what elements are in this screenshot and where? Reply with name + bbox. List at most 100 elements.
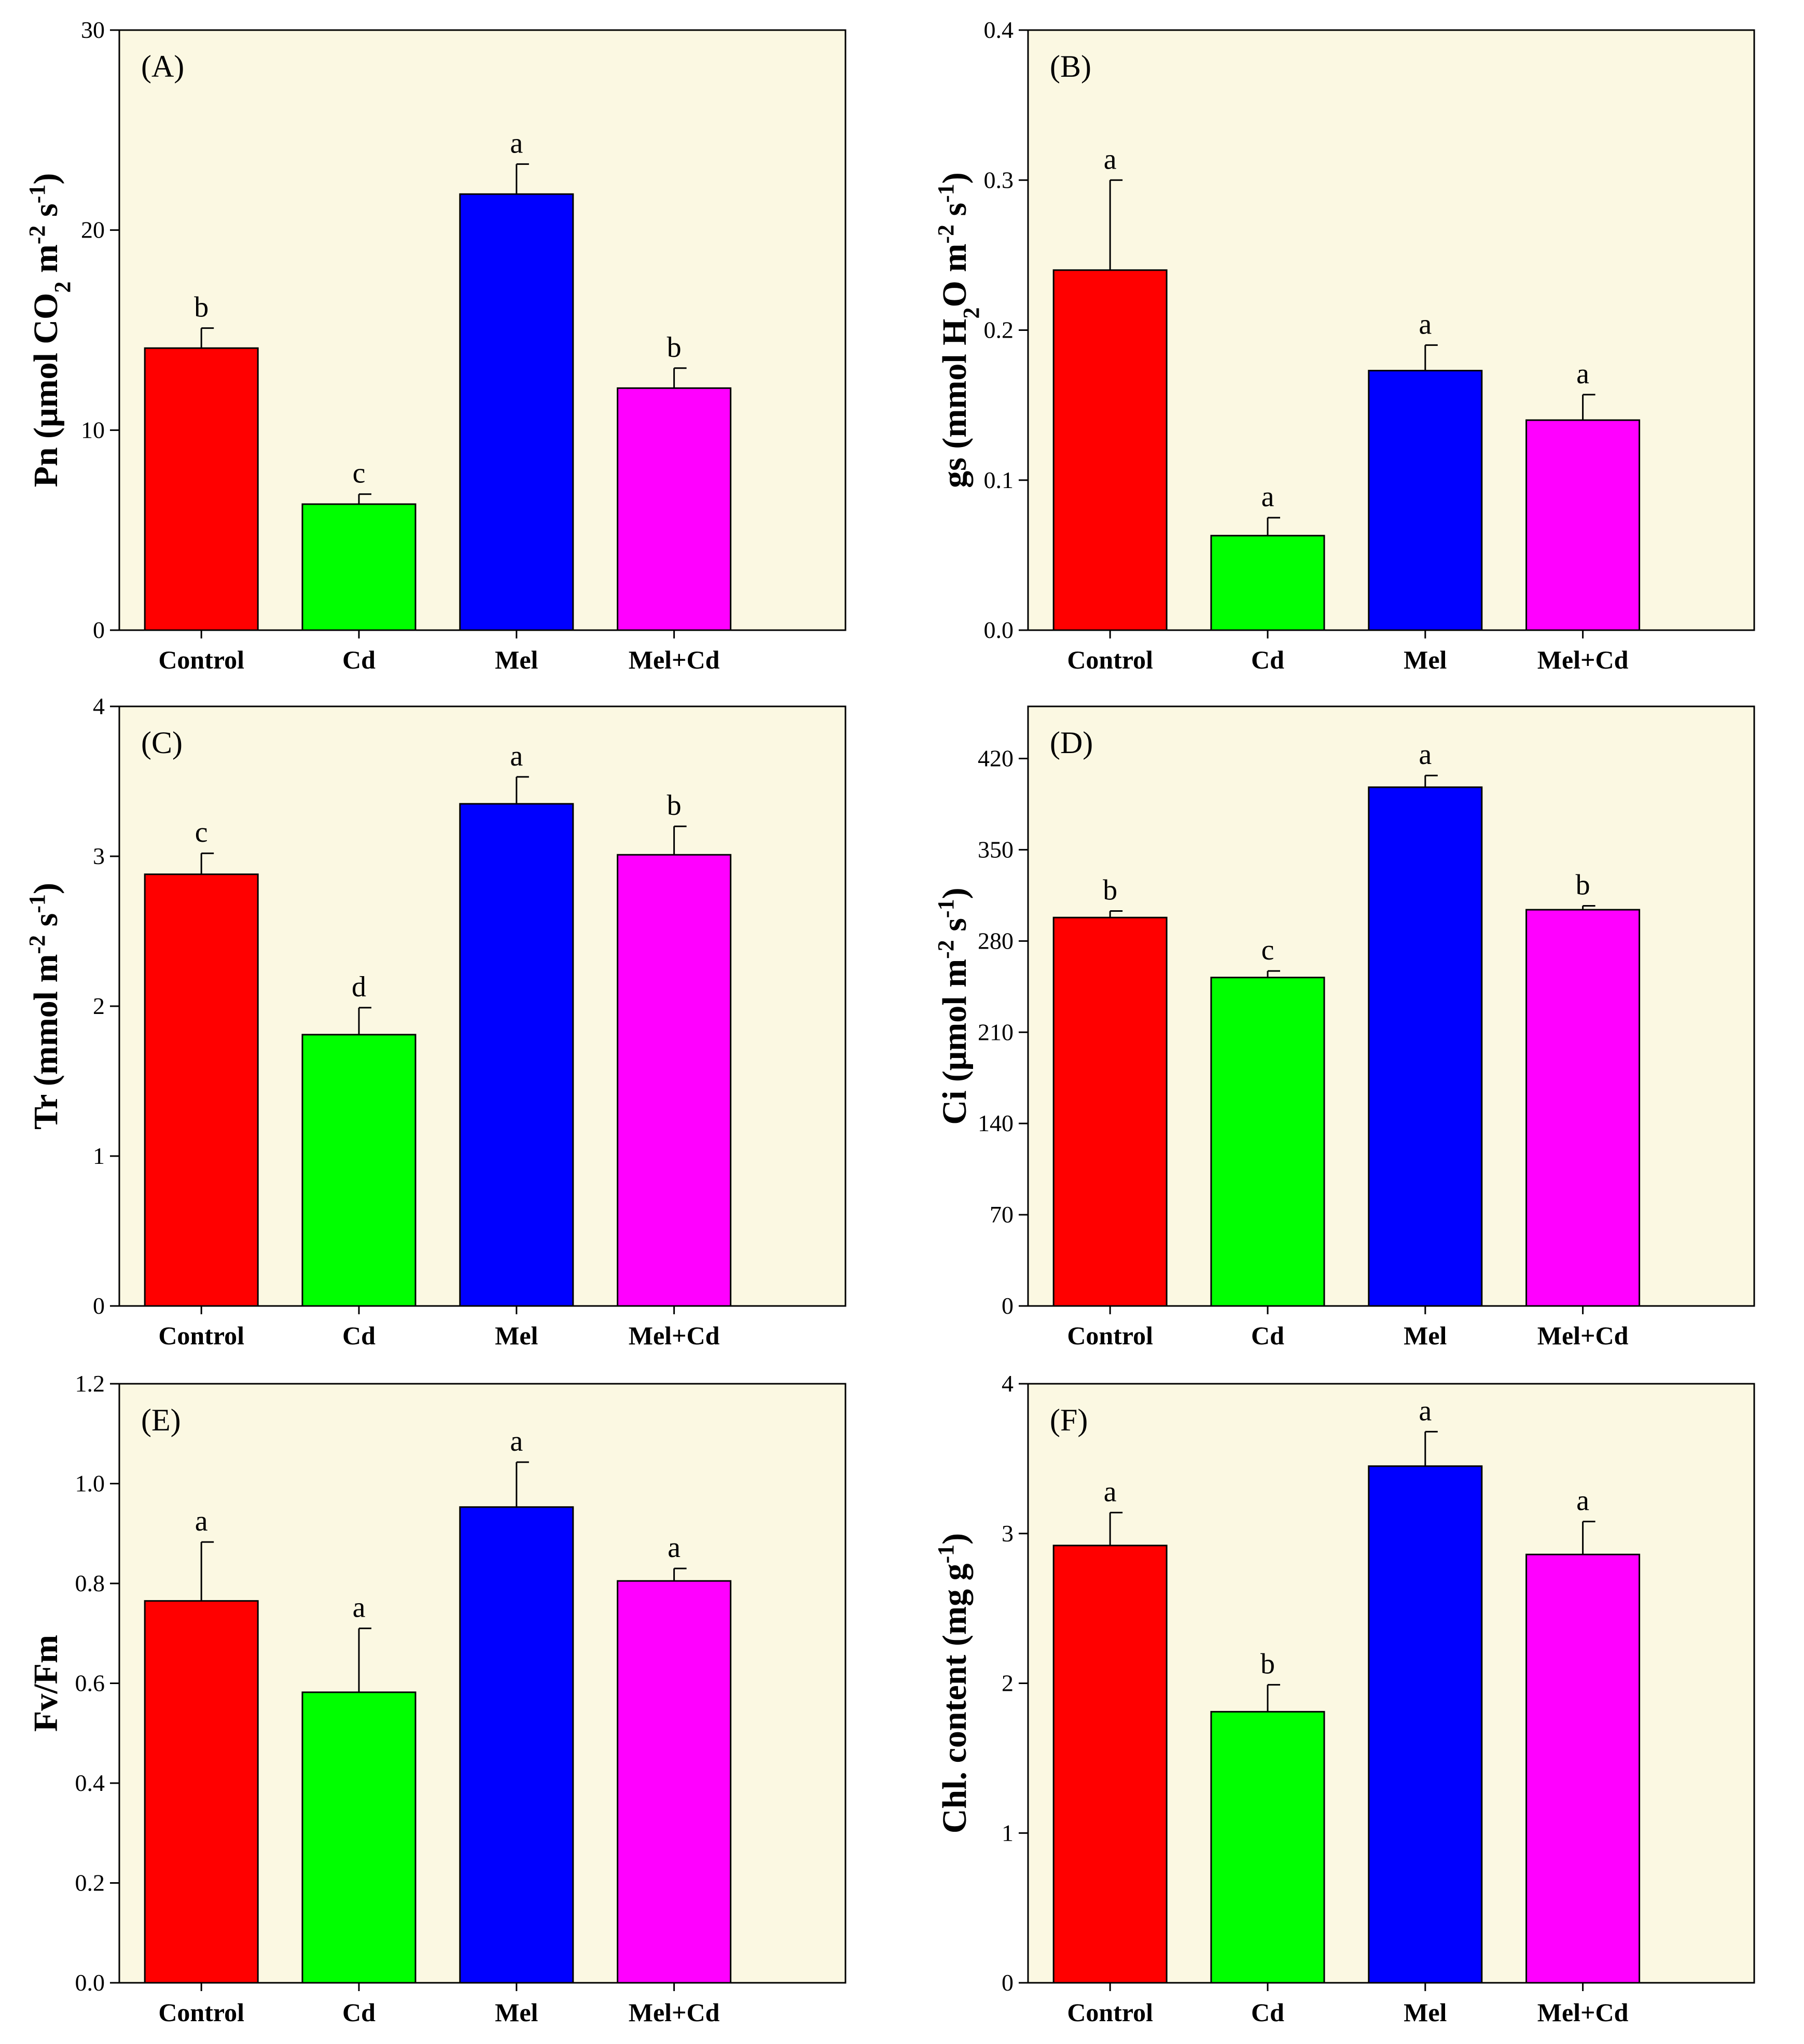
significance-letter: a — [510, 1425, 523, 1457]
x-tick-label: Control — [1067, 645, 1153, 674]
chart-panel-e: 0.0 0.2 0.4 0.6 0.8 1.0 1.2 a Control a Cd a Mel a Mel… — [27, 1370, 847, 2027]
x-tick-label: Mel+Cd — [629, 1998, 720, 2027]
bar-control — [1052, 916, 1168, 1307]
bar-mel — [459, 1506, 574, 1984]
significance-letter: a — [1576, 358, 1589, 390]
y-axis-title: Tr (mmol m-2 s-1) — [24, 883, 65, 1130]
panel-label: (F) — [1050, 1403, 1088, 1437]
y-tick-label: 20 — [81, 217, 105, 243]
x-tick-label: Control — [1067, 1998, 1153, 2027]
y-tick-label: 0.6 — [75, 1670, 105, 1697]
y-tick-label: 2 — [1002, 1670, 1014, 1697]
y-tick-label: 4 — [93, 693, 105, 719]
y-tick-label: 420 — [978, 745, 1014, 772]
x-tick-label: Mel+Cd — [1537, 645, 1629, 674]
significance-letter: a — [668, 1532, 681, 1564]
y-tick-label: 10 — [81, 416, 105, 443]
bar-control — [144, 1600, 259, 1984]
x-tick-label: Control — [1067, 1321, 1153, 1350]
x-tick-label: Cd — [1251, 1321, 1284, 1350]
bar-mel-plus-cd — [617, 387, 732, 631]
y-axis-title: Pn (μmol CO2 m-2 s-1) — [24, 173, 75, 488]
x-tick-label: Mel — [1404, 645, 1447, 674]
y-tick-label: 70 — [990, 1201, 1014, 1228]
y-tick-label: 280 — [978, 927, 1014, 954]
bar-control — [1052, 269, 1168, 631]
panel-label: (E) — [141, 1403, 181, 1437]
y-axis-title: Chl. content (mg g-1) — [933, 1533, 974, 1833]
y-tick-label: 210 — [978, 1019, 1014, 1045]
significance-letter: c — [195, 816, 208, 849]
x-tick-label: Control — [158, 1998, 244, 2027]
significance-letter: d — [352, 971, 366, 1003]
y-tick-label: 2 — [93, 993, 105, 1019]
y-tick-label: 0 — [93, 1292, 105, 1319]
x-tick-label: Control — [158, 645, 244, 674]
y-tick-label: 350 — [978, 836, 1014, 863]
y-tick-label: 0 — [1002, 1292, 1014, 1319]
y-tick-label: 140 — [978, 1110, 1014, 1136]
significance-letter: a — [1104, 143, 1117, 175]
significance-letter: b — [667, 331, 682, 364]
panel-label: (D) — [1050, 726, 1093, 760]
significance-letter: b — [194, 291, 209, 324]
x-tick-label: Cd — [342, 1321, 376, 1350]
y-tick-label: 1.2 — [75, 1370, 105, 1397]
x-tick-label: Mel+Cd — [1537, 1998, 1629, 2027]
bar-mel-plus-cd — [1525, 419, 1641, 631]
bar-cd — [1210, 1711, 1325, 1984]
significance-letter: a — [195, 1505, 208, 1537]
panel-label: (C) — [141, 726, 183, 760]
y-tick-label: 0.0 — [75, 1969, 105, 1996]
y-tick-label: 3 — [93, 843, 105, 869]
bar-mel — [459, 803, 574, 1307]
bar-control — [144, 873, 259, 1307]
significance-letter: a — [1261, 481, 1274, 513]
bar-cd — [301, 1691, 417, 1984]
y-tick-label: 0 — [93, 617, 105, 643]
chart-panel-d: 0 70 140 210 280 350 420 b Control c Cd a Mel b Mel+Cd… — [933, 705, 1755, 1350]
y-tick-label: 0.4 — [984, 17, 1014, 43]
y-tick-label: 0.0 — [984, 617, 1014, 643]
y-tick-label: 0.1 — [984, 467, 1014, 493]
y-tick-label: 0.3 — [984, 166, 1014, 193]
x-tick-label: Cd — [1251, 1998, 1284, 2027]
significance-letter: b — [1103, 874, 1117, 907]
y-tick-label: 0.2 — [75, 1870, 105, 1896]
bar-cd — [301, 503, 417, 631]
bar-mel-plus-cd — [617, 854, 732, 1307]
y-tick-label: 0.8 — [75, 1570, 105, 1596]
significance-letter: a — [1576, 1485, 1589, 1517]
x-tick-label: Control — [158, 1321, 244, 1350]
x-tick-label: Mel+Cd — [629, 645, 720, 674]
x-tick-label: Mel — [1404, 1998, 1447, 2027]
chart-panel-a: 0 10 20 30 b Control c Cd a Mel b Mel+Cd (A) Pn (μmol… — [24, 17, 847, 674]
significance-letter: c — [1261, 934, 1274, 966]
bar-mel — [1368, 786, 1483, 1307]
x-tick-label: Mel — [495, 645, 538, 674]
chart-panel-c: 0 1 2 3 4 c Control d Cd a Mel b Mel+Cd (C) Tr (mmol m… — [24, 693, 847, 1350]
significance-letter: a — [353, 1592, 366, 1624]
bar-mel-plus-cd — [1525, 909, 1641, 1307]
bar-mel — [459, 193, 574, 631]
panel-label: (B) — [1050, 49, 1091, 84]
x-tick-label: Mel+Cd — [629, 1321, 720, 1350]
bar-control — [144, 347, 259, 631]
bar-mel — [1368, 370, 1483, 631]
significance-letter: a — [510, 740, 523, 772]
x-tick-label: Cd — [342, 645, 376, 674]
bar-mel-plus-cd — [617, 1580, 732, 1984]
significance-letter: a — [1419, 1395, 1432, 1427]
x-tick-label: Cd — [342, 1998, 376, 2027]
bar-cd — [1210, 535, 1325, 631]
y-tick-label: 1 — [93, 1143, 105, 1169]
y-tick-label: 0.4 — [75, 1770, 105, 1796]
chart-panel-b: 0.0 0.1 0.2 0.3 0.4 a Control a Cd a Mel a Mel+Cd (B)… — [933, 17, 1755, 674]
y-tick-label: 3 — [1002, 1520, 1014, 1547]
bar-cd — [1210, 977, 1325, 1307]
panel-label: (A) — [141, 49, 184, 84]
significance-letter: b — [667, 789, 682, 822]
bar-mel — [1368, 1465, 1483, 1984]
x-tick-label: Mel+Cd — [1537, 1321, 1629, 1350]
y-tick-label: 4 — [1002, 1370, 1014, 1397]
